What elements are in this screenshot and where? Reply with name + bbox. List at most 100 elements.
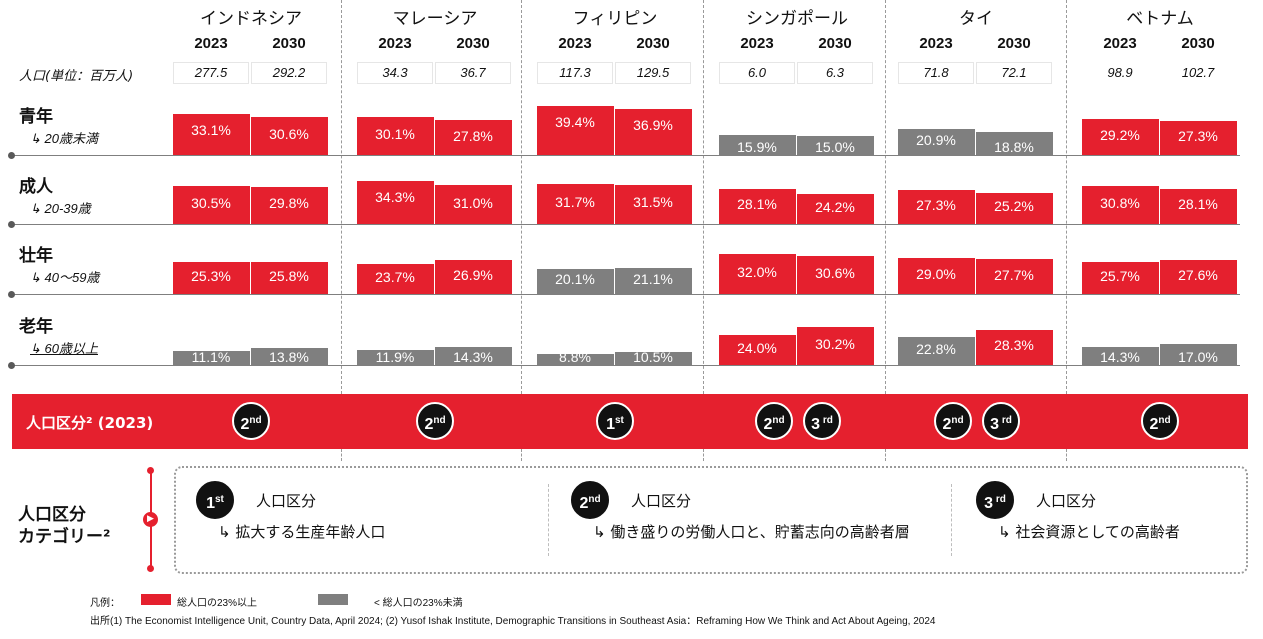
legend-swatch-below: [318, 594, 348, 605]
bar: [898, 128, 975, 155]
bar: [173, 185, 250, 224]
bar: [251, 261, 328, 294]
bar: [251, 347, 328, 365]
bar-value-label: 29.0%: [916, 265, 956, 282]
bar: [615, 184, 692, 224]
category-rank-badge: 1st: [196, 481, 234, 519]
bar-value-label: 39.4%: [555, 113, 595, 130]
segment-rank-badge: 1st: [596, 402, 634, 440]
badge-suffix: rd: [999, 415, 1012, 426]
badge-suffix: nd: [433, 415, 446, 426]
bar: [435, 347, 512, 365]
category-rank-badge: 2nd: [571, 481, 609, 519]
row-baseline: [12, 294, 1240, 295]
population-value: 277.5: [173, 62, 249, 84]
population-value: 102.7: [1181, 65, 1215, 80]
row-marker-dot: [8, 221, 15, 228]
age-range-label: ↳ 20歳未満: [30, 131, 98, 146]
bar: [1160, 188, 1237, 224]
badge-number: 3: [811, 416, 821, 433]
bar: [976, 329, 1053, 365]
year-label: 2023: [378, 35, 412, 52]
segment-rank-badge: 2nd: [232, 402, 270, 440]
badge-suffix: nd: [1158, 415, 1171, 426]
badge-number: 3: [990, 416, 1000, 433]
column-divider-lower: [885, 449, 886, 461]
legend-swatch-above: [141, 594, 171, 605]
bar: [357, 181, 434, 224]
badge-number: 1: [206, 495, 215, 512]
bar: [976, 259, 1053, 294]
bar-value-label: 25.2%: [994, 198, 1034, 215]
column-divider: [1066, 0, 1067, 394]
bar: [898, 189, 975, 224]
bar-value-label: 29.8%: [269, 195, 309, 212]
bar-value-label: 13.8%: [269, 349, 309, 365]
bar: [357, 117, 434, 155]
bar: [1160, 343, 1237, 365]
connector-dot: [147, 565, 154, 572]
population-value: 36.7: [435, 62, 511, 84]
bar-value-label: 31.0%: [453, 194, 493, 211]
population-label: 人口(単位：百万人): [19, 69, 134, 84]
year-label: 2023: [740, 35, 774, 52]
row-baseline: [12, 224, 1240, 225]
bar: [898, 336, 975, 365]
bar-value-label: 14.3%: [1100, 349, 1140, 365]
bar-value-label: 33.1%: [191, 121, 231, 138]
bar-value-label: 22.8%: [916, 340, 956, 357]
population-value: 72.1: [976, 62, 1052, 84]
connector-arrow-icon: ▶: [143, 512, 158, 527]
bar-value-label: 25.7%: [1100, 267, 1140, 284]
category-divider: [548, 484, 549, 556]
category-box: [174, 466, 1248, 574]
population-value: 71.8: [898, 62, 974, 84]
category-label: 人口区分: [256, 492, 317, 510]
badge-number: 2: [942, 416, 952, 433]
bar-value-label: 27.3%: [916, 196, 956, 213]
year-label: 2030: [997, 35, 1031, 52]
column-divider-lower: [341, 449, 342, 461]
bar: [719, 335, 796, 365]
country-header: シンガポール: [746, 9, 848, 29]
bar: [615, 108, 692, 155]
bar-value-label: 24.0%: [737, 340, 777, 356]
badge-number: 2: [1149, 416, 1159, 433]
badge-number: 3: [984, 495, 994, 512]
bar: [173, 351, 250, 365]
bar-value-label: 27.8%: [453, 127, 493, 144]
bar-value-label: 28.1%: [1178, 196, 1218, 213]
bar-value-label: 28.1%: [737, 196, 777, 213]
legend-below-label: < 総人口の23%未満: [374, 598, 463, 609]
age-group-label: 壮年: [19, 246, 53, 266]
year-label: 2030: [636, 35, 670, 52]
badge-suffix: st: [215, 494, 224, 505]
bar: [537, 268, 614, 294]
column-divider: [341, 0, 342, 394]
bar: [1082, 347, 1159, 365]
bar: [976, 131, 1053, 155]
bar: [1160, 259, 1237, 294]
bar: [173, 262, 250, 294]
bar-value-label: 8.8%: [559, 349, 591, 365]
bar-value-label: 20.9%: [916, 131, 956, 148]
bar-value-label: 15.0%: [815, 139, 855, 155]
year-label: 2023: [919, 35, 953, 52]
bar-value-label: 27.3%: [1178, 127, 1218, 144]
bar-value-label: 20.1%: [555, 271, 595, 288]
segment-rank-badge: 2nd: [416, 402, 454, 440]
bar-value-label: 29.2%: [1100, 126, 1140, 143]
year-label: 2023: [194, 35, 228, 52]
bar-value-label: 27.7%: [994, 266, 1034, 283]
segment-rank-badge: 3 rd: [803, 402, 841, 440]
bar: [537, 105, 614, 155]
bar: [537, 184, 614, 224]
bar: [615, 267, 692, 294]
bar: [719, 254, 796, 294]
badge-number: 2: [763, 416, 773, 433]
population-value: 129.5: [615, 62, 691, 84]
bar: [435, 120, 512, 155]
segment-rank-badge: 2nd: [755, 402, 793, 440]
category-description: ↳ 社会資源としての高齢者: [998, 523, 1180, 541]
bar: [435, 260, 512, 294]
